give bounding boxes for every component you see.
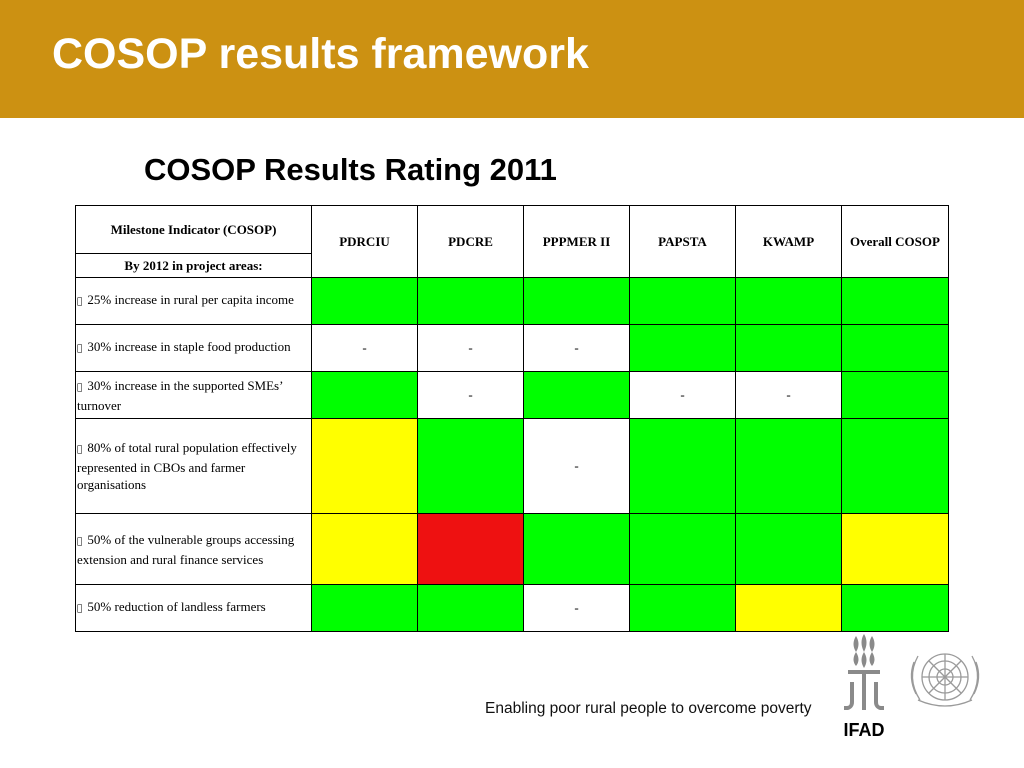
table-body: 25% increase in rural per capita income…	[75, 277, 949, 632]
rating-cell	[841, 584, 949, 632]
rating-cell: -	[311, 324, 418, 372]
bullet-icon: 	[77, 297, 82, 307]
bullet-icon: 	[77, 445, 82, 455]
indicator-cell: 25% increase in rural per capita income	[75, 277, 312, 325]
rating-cell	[523, 371, 630, 419]
results-rating-table: Milestone Indicator (COSOP) PDRCIU PDCRE…	[75, 205, 949, 632]
rating-cell	[629, 324, 736, 372]
un-emblem-icon	[910, 653, 980, 707]
rating-cell	[523, 277, 630, 325]
indicator-cell: 80% of total rural population effective…	[75, 418, 312, 514]
rating-cell	[735, 513, 842, 585]
header-indicator: Milestone Indicator (COSOP)	[75, 205, 312, 254]
header-project: PDRCIU	[311, 205, 418, 278]
header-project: PPPMER II	[523, 205, 630, 278]
rating-cell	[841, 513, 949, 585]
header-overall: Overall COSOP	[841, 205, 949, 278]
rating-cell	[523, 513, 630, 585]
rating-cell	[841, 277, 949, 325]
rating-cell: -	[629, 371, 736, 419]
table-row: 80% of total rural population effective…	[75, 418, 949, 514]
header-band	[0, 0, 1024, 118]
rating-cell	[841, 418, 949, 514]
rating-cell	[311, 277, 418, 325]
rating-cell: -	[523, 324, 630, 372]
header-project: PDCRE	[417, 205, 524, 278]
footer-tagline: Enabling poor rural people to overcome p…	[485, 700, 812, 717]
rating-cell: -	[735, 371, 842, 419]
rating-cell	[417, 277, 524, 325]
rating-cell	[629, 418, 736, 514]
rating-cell	[417, 584, 524, 632]
rating-cell	[417, 418, 524, 514]
bullet-icon: 	[77, 344, 82, 354]
indicator-text: 30% increase in the supported SMEs’ turn…	[77, 377, 282, 413]
rating-cell	[735, 324, 842, 372]
table-row: 30% increase in the supported SMEs’ tur…	[75, 371, 949, 419]
rating-cell: -	[417, 371, 524, 419]
table-row: 50% reduction of landless farmers -	[75, 584, 949, 632]
rating-cell	[629, 277, 736, 325]
rating-cell	[311, 371, 418, 419]
rating-cell	[311, 513, 418, 585]
ifad-logo-text: IFAD	[843, 720, 884, 740]
header-project: KWAMP	[735, 205, 842, 278]
rating-cell: -	[523, 418, 630, 514]
rating-cell	[841, 324, 949, 372]
indicator-cell: 50% of the vulnerable groups accessing …	[75, 513, 312, 585]
rating-cell	[735, 584, 842, 632]
bullet-icon: 	[77, 604, 82, 614]
rating-cell	[841, 371, 949, 419]
rating-cell	[629, 584, 736, 632]
indicator-text: 80% of total rural population effectivel…	[77, 440, 297, 492]
indicator-cell: 30% increase in staple food production	[75, 324, 312, 372]
slide-title: COSOP results framework	[52, 30, 589, 78]
rating-cell	[629, 513, 736, 585]
table-title: COSOP Results Rating 2011	[144, 152, 557, 187]
indicator-text: 50% of the vulnerable groups accessing e…	[77, 531, 294, 567]
rating-cell	[417, 513, 524, 585]
table-row: 50% of the vulnerable groups accessing …	[75, 513, 949, 585]
rating-cell	[735, 277, 842, 325]
rating-cell: -	[417, 324, 524, 372]
bullet-icon: 	[77, 537, 82, 547]
ifad-logo-icon: IFAD	[843, 634, 885, 740]
table-row: 30% increase in staple food production-…	[75, 324, 949, 372]
header-subline: By 2012 in project areas:	[75, 253, 312, 278]
rating-cell	[311, 418, 418, 514]
rating-cell	[311, 584, 418, 632]
header-project: PAPSTA	[629, 205, 736, 278]
table-row: 25% increase in rural per capita income	[75, 277, 949, 325]
indicator-text: 50% reduction of landless farmers	[82, 599, 265, 614]
indicator-cell: 30% increase in the supported SMEs’ tur…	[75, 371, 312, 419]
indicator-text: 30% increase in staple food production	[82, 339, 290, 354]
indicator-text: 25% increase in rural per capita income	[82, 292, 293, 307]
bullet-icon: 	[77, 383, 82, 393]
indicator-cell: 50% reduction of landless farmers	[75, 584, 312, 632]
rating-cell	[735, 418, 842, 514]
rating-cell: -	[523, 584, 630, 632]
